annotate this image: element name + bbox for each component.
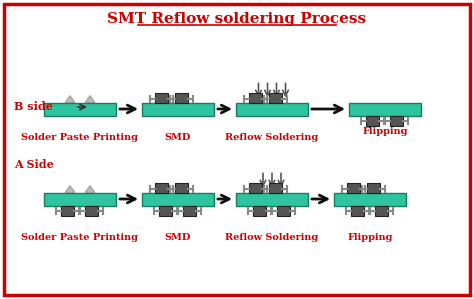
Bar xyxy=(249,182,263,193)
Polygon shape xyxy=(65,95,75,103)
Bar xyxy=(155,92,168,103)
Bar xyxy=(183,205,197,216)
Bar xyxy=(236,193,308,205)
Text: B side: B side xyxy=(14,100,53,112)
Bar xyxy=(249,92,263,103)
Bar xyxy=(62,205,74,216)
Bar xyxy=(375,205,389,216)
Text: Reflow Soldering: Reflow Soldering xyxy=(225,233,319,242)
Text: Reflow Soldering: Reflow Soldering xyxy=(225,132,319,141)
Bar xyxy=(236,103,308,115)
Bar xyxy=(347,182,361,193)
Bar xyxy=(334,193,406,205)
Text: Solder Paste Printing: Solder Paste Printing xyxy=(21,132,138,141)
Bar xyxy=(349,103,421,115)
Bar xyxy=(44,193,116,205)
Bar xyxy=(142,103,214,115)
Bar xyxy=(175,182,189,193)
Text: SMT Reflow soldering Process: SMT Reflow soldering Process xyxy=(108,12,366,26)
Text: Solder Paste Printing: Solder Paste Printing xyxy=(21,233,138,242)
Bar xyxy=(270,182,283,193)
Bar xyxy=(277,205,291,216)
Bar xyxy=(270,92,283,103)
Bar xyxy=(142,193,214,205)
Text: SMD: SMD xyxy=(165,233,191,242)
Bar xyxy=(85,205,99,216)
Polygon shape xyxy=(65,185,75,193)
Text: SMD: SMD xyxy=(165,132,191,141)
Polygon shape xyxy=(85,185,95,193)
Text: A Side: A Side xyxy=(14,158,54,170)
Text: Flipping: Flipping xyxy=(362,126,408,135)
Bar xyxy=(352,205,365,216)
Bar xyxy=(366,115,380,126)
Bar xyxy=(155,182,168,193)
Bar xyxy=(391,115,403,126)
Bar xyxy=(159,205,173,216)
Bar xyxy=(44,103,116,115)
Text: Flipping: Flipping xyxy=(347,233,393,242)
Bar xyxy=(367,182,381,193)
Polygon shape xyxy=(85,95,95,103)
Bar xyxy=(254,205,266,216)
Bar xyxy=(175,92,189,103)
